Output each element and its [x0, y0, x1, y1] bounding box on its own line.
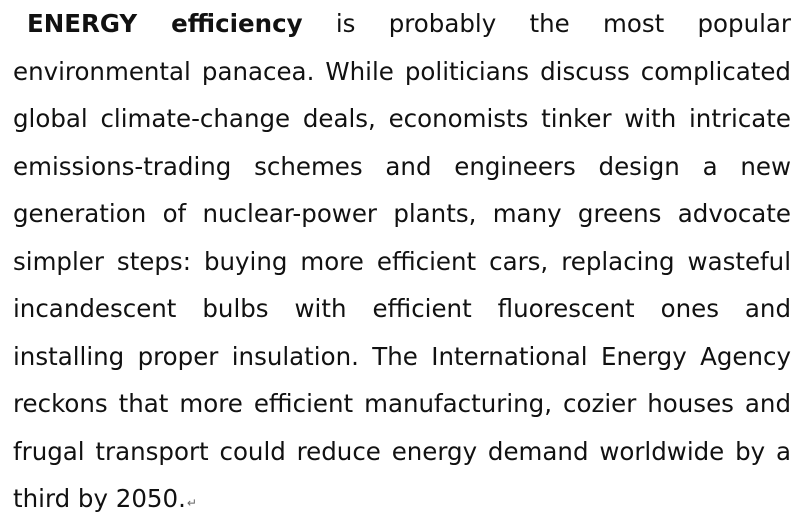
paragraph: ENERGY efficiency is probably the most p…	[13, 0, 791, 528]
lead-bold-text: ENERGY efficiency	[27, 9, 303, 38]
paragraph-text: is probably the most popular environment…	[13, 9, 791, 513]
document-body: ENERGY efficiency is probably the most p…	[13, 0, 791, 528]
paragraph-mark-icon: ↵	[186, 496, 197, 510]
